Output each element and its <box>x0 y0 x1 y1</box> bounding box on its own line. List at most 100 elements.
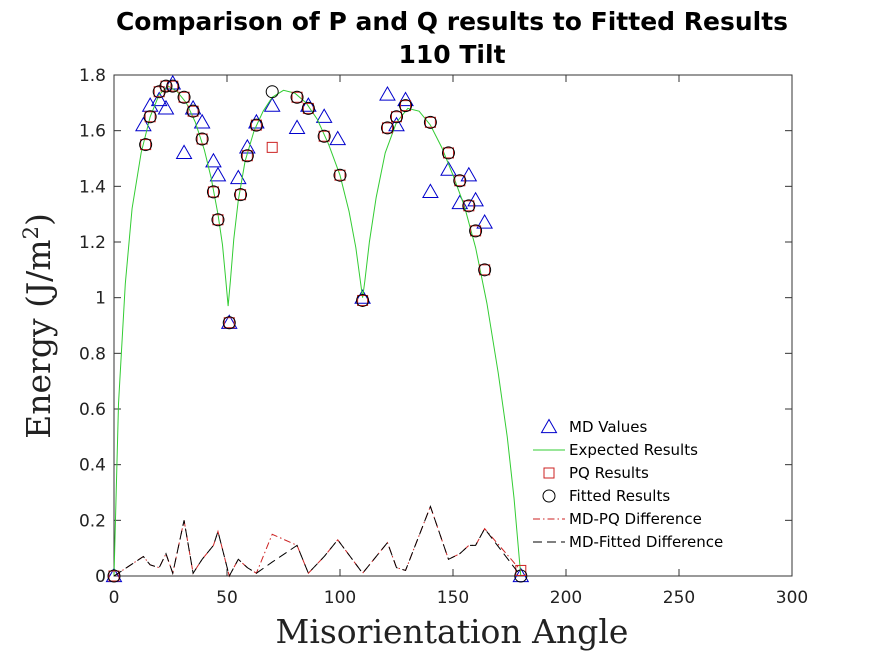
y-axis-label: Energy (J/m2) <box>19 213 58 439</box>
data-point <box>177 90 191 104</box>
legend: MD Values Expected Results PQ Results Fitte… <box>533 418 723 551</box>
data-point <box>356 293 370 307</box>
x-tick-label: 150 <box>437 588 469 608</box>
data-point <box>178 91 190 103</box>
legend-item: MD-Fitted Difference <box>533 533 723 551</box>
data-point <box>143 110 157 124</box>
data-point <box>454 175 466 187</box>
legend-item: MD Values <box>540 418 647 436</box>
data-point <box>424 116 436 128</box>
chart-subtitle: 110 Tilt <box>398 40 505 69</box>
data-point <box>107 569 121 583</box>
series-md-pq-difference <box>113 504 522 578</box>
x-tick-label: 100 <box>324 588 356 608</box>
legend-item: Fitted Results <box>542 487 670 505</box>
x-axis: 0 50 100 150 200 250 300 <box>109 75 808 608</box>
x-tick-label: 50 <box>216 588 238 608</box>
data-point <box>150 91 168 107</box>
legend-label: MD-Fitted Difference <box>569 533 723 551</box>
y-axis-label-close: ) <box>19 213 58 226</box>
data-point <box>333 168 347 182</box>
series-expected-results <box>113 85 522 577</box>
data-point <box>167 80 179 92</box>
data-point <box>515 564 527 576</box>
y-tick-label: 0.4 <box>79 456 106 476</box>
data-point <box>301 101 315 115</box>
data-point <box>453 174 467 188</box>
y-axis-label-superscript: 2 <box>19 226 43 239</box>
data-point <box>241 150 253 162</box>
data-point <box>391 111 402 123</box>
data-point <box>265 85 279 99</box>
data-point <box>302 102 314 114</box>
legend-label: MD Values <box>569 418 647 436</box>
y-tick-label: 0.8 <box>79 344 106 364</box>
data-point <box>400 100 412 112</box>
data-point <box>250 119 262 131</box>
data-point <box>380 121 394 135</box>
plot-marks <box>105 74 530 583</box>
data-point <box>240 149 254 163</box>
y-tick-label: 1.2 <box>79 233 106 253</box>
legend-swatch <box>543 467 555 479</box>
y-tick-label: 1.6 <box>79 122 106 142</box>
chart-title: Comparison of P and Q results to Fitted … <box>116 7 788 36</box>
series-md-fitted-difference <box>113 504 522 578</box>
data-point <box>381 122 393 134</box>
data-point <box>354 289 371 304</box>
data-point <box>479 264 491 276</box>
series-md-values <box>105 74 530 583</box>
data-point <box>249 118 263 132</box>
data-point <box>108 570 120 582</box>
data-point <box>195 132 209 146</box>
legend-label: PQ Results <box>569 464 649 482</box>
data-point <box>288 119 306 135</box>
data-point <box>460 166 478 182</box>
data-point <box>467 191 484 207</box>
data-point <box>357 294 369 306</box>
data-point <box>329 130 347 146</box>
data-point <box>223 317 235 329</box>
data-point <box>187 105 199 117</box>
data-point <box>470 225 482 237</box>
data-point <box>211 213 225 227</box>
data-point <box>209 166 227 182</box>
data-point <box>291 91 303 103</box>
data-point <box>469 224 483 238</box>
data-point <box>263 97 281 112</box>
y-tick-label: 0 <box>95 567 106 587</box>
data-point <box>186 104 200 118</box>
y-tick-label: 0.2 <box>79 511 106 531</box>
data-point <box>399 99 413 113</box>
legend-item: MD-PQ Difference <box>533 510 702 528</box>
data-point <box>193 113 211 129</box>
legend-item: Expected Results <box>533 441 698 459</box>
x-tick-label: 250 <box>663 588 695 608</box>
data-point <box>135 116 152 132</box>
data-point <box>478 263 492 277</box>
data-point <box>235 189 247 201</box>
data-point <box>390 110 403 124</box>
legend-label: Fitted Results <box>569 487 670 505</box>
y-axis: 0 0.2 0.4 0.6 0.8 1 1.2 1.4 1.6 1.8 <box>79 66 792 587</box>
series-line <box>113 85 522 577</box>
legend-label: Expected Results <box>569 441 698 459</box>
data-point <box>144 111 156 123</box>
data-point <box>463 200 475 212</box>
data-point <box>175 144 193 160</box>
legend-swatch <box>542 489 556 503</box>
y-tick-label: 1 <box>95 289 106 309</box>
data-point <box>159 79 173 93</box>
data-point <box>234 188 248 202</box>
data-point <box>196 133 208 145</box>
data-point <box>222 316 236 330</box>
data-point <box>166 79 180 93</box>
data-point <box>205 152 222 168</box>
y-tick-label: 0.6 <box>79 400 106 420</box>
data-point <box>317 129 331 143</box>
data-point <box>212 214 224 226</box>
data-point <box>318 130 330 142</box>
data-point <box>397 91 414 107</box>
data-point <box>440 161 457 176</box>
y-tick-label: 1.4 <box>79 177 106 197</box>
